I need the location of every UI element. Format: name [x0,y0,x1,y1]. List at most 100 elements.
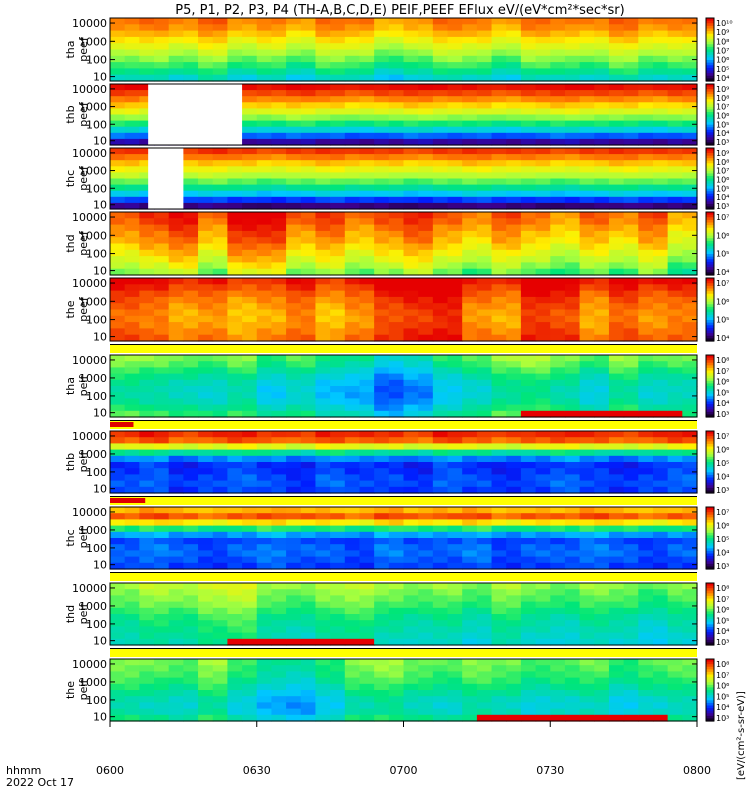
heatmap-cell [432,334,449,342]
heatmap-cell [550,620,566,627]
heatmap-cell [124,690,140,697]
heatmap-cell [667,290,683,298]
heatmap-cell [124,154,140,161]
heatmap-cell [256,334,273,342]
heatmap-cell [667,507,683,514]
heatmap-cell [110,367,126,375]
heatmap-cell [315,96,331,103]
heatmap-cell [652,237,669,245]
heatmap-cell [183,690,199,697]
heatmap-cell [271,256,287,263]
heatmap-cell [315,468,331,475]
heatmap-cell [110,196,126,204]
heatmap-cell [168,437,184,444]
heatmap-cell [432,315,449,323]
heatmap-cell [110,74,126,82]
heatmap-cell [418,202,434,210]
heatmap-cell [579,230,595,238]
heatmap-cell [330,443,346,451]
heatmap-cell [623,513,639,520]
heatmap-cell [183,480,199,488]
heatmap-cell [462,708,478,716]
heatmap-cell [139,386,155,393]
colorbar-segment [706,702,714,707]
heatmap-cell [330,102,346,109]
heatmap-cell [227,595,243,603]
heatmap-cell [652,138,669,146]
heatmap-cell [315,486,331,494]
heatmap-cell [344,386,361,393]
heatmap-cell [256,30,273,38]
heatmap-cell [506,172,522,180]
heatmap-cell [344,525,361,533]
heatmap-cell [623,556,639,564]
heatmap-cell [242,138,258,146]
heatmap-cell [535,84,551,91]
heatmap-cell [623,361,639,368]
colorbar-tick-label: 10⁷ [716,213,729,222]
heatmap-cell [594,671,610,679]
heatmap-cell [286,410,302,418]
heatmap-cell [403,702,419,710]
colorbar-segment [706,57,714,61]
heatmap-cell [359,334,375,342]
heatmap-cell [139,49,155,57]
heatmap-cell [183,468,199,475]
heatmap-cell [638,544,654,551]
heatmap-cell [638,268,654,276]
heatmap-cell [535,284,551,292]
heatmap-cell [447,49,463,57]
heatmap-cell [168,392,184,399]
heatmap-cell [315,68,331,76]
heatmap-cell [374,486,390,494]
heatmap-cell [344,607,361,615]
heatmap-cell [667,355,683,362]
heatmap-cell [212,638,229,646]
colorbar-segment [706,433,714,437]
heatmap-cell [388,379,405,387]
heatmap-cell [476,43,493,51]
heatmap-cell [623,309,639,317]
heatmap-cell [286,36,302,44]
heatmap-cell [491,237,507,245]
heatmap-cell [315,36,331,44]
heatmap-cell [579,90,595,97]
heatmap-cell [520,230,537,238]
heatmap-cell [550,309,566,317]
heatmap-cell [447,138,463,146]
heatmap-cell [286,468,302,475]
heatmap-cell [418,328,434,336]
heatmap-cell [652,620,669,627]
heatmap-cell [550,601,566,609]
heatmap-cell [418,120,434,128]
heatmap-cell [374,322,390,329]
heatmap-cell [286,230,302,238]
heatmap-cell [227,462,243,469]
heatmap-cell [168,531,184,539]
heatmap-cell [139,328,155,336]
heatmap-cell [242,224,258,232]
heatmap-cell [242,184,258,192]
heatmap-cell [403,468,419,475]
heatmap-cell [330,531,346,539]
heatmap-cell [183,322,199,329]
heatmap-cell [374,262,390,270]
heatmap-cell [638,202,654,210]
heatmap-cell [623,431,639,438]
colorbar-tick-label: 10⁸ [716,37,729,46]
heatmap-cell [462,148,478,155]
heatmap-cell [447,595,463,603]
heatmap-cell [432,196,449,204]
colorbar-tick-label: 10⁵ [716,316,729,325]
separator-strip [110,496,697,505]
heatmap-cell [506,677,522,685]
heatmap-cell [608,486,625,494]
heatmap-cell [110,626,126,634]
heatmap-cell [344,178,361,186]
heatmap-cell [388,114,405,122]
heatmap-cell [682,36,698,44]
heatmap-cell [623,212,639,219]
heatmap-cell [608,480,625,488]
heatmap-cell [388,474,405,482]
heatmap-cell [535,595,551,603]
